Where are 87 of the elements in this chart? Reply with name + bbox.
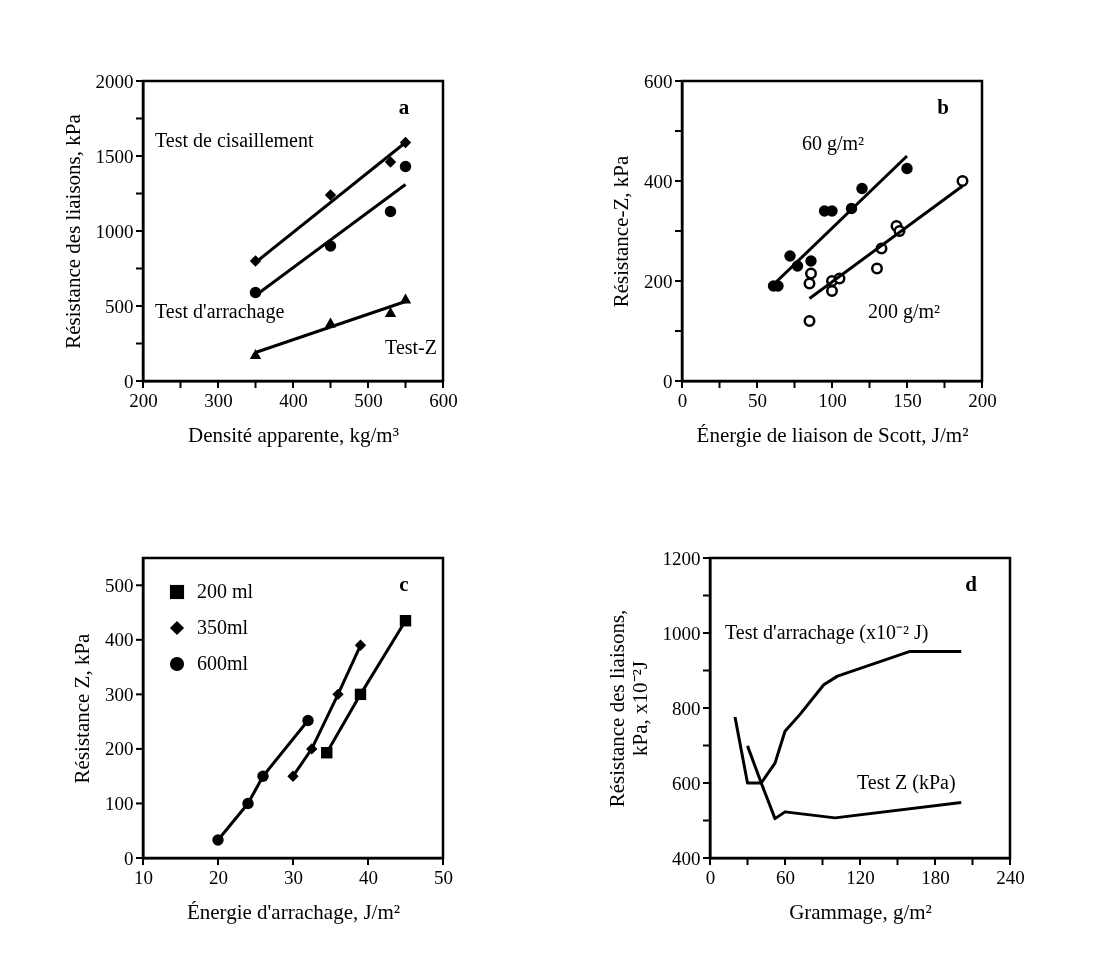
annotation: b [937,95,949,119]
legend-label: 600ml [197,652,249,674]
point [399,160,412,173]
point [306,743,318,755]
series-label: Test d'arrachage (x10⁻² J) [725,621,929,644]
x-tick-label: 500 [354,389,383,411]
y-tick-label: 2000 [95,70,134,92]
y-tick-label: 600 [644,70,673,92]
point [354,688,367,701]
x-axis-title: Grammage, g/m² [789,899,932,924]
y-tick-label: 200 [105,738,134,760]
series-label: 200 g/m² [868,300,941,323]
series-label: Test d'arrachage [155,300,285,323]
legend-label: 350ml [197,616,249,638]
y-axis-title: Résistance Z, kPa [70,632,94,784]
x-axis-title: Énergie d'arrachage, J/m² [186,899,401,924]
y-tick-label: 500 [105,574,134,596]
y-tick-label: 1200 [662,547,701,569]
x-axis-title: Densité apparente, kg/m³ [188,422,399,447]
annotation: c [399,572,409,596]
y-tick-label: 0 [124,847,134,869]
y-tick-label: 1000 [95,220,134,242]
annotation: d [965,572,978,596]
x-tick-label: 180 [921,866,950,888]
x-tick-label: 600 [429,389,458,411]
point [384,307,397,317]
point [354,639,367,651]
x-tick-label: 0 [705,866,716,888]
y-tick-label: 600 [672,772,701,794]
y-tick-label: 1500 [95,145,134,167]
y-tick-label: 1000 [662,622,701,644]
series-label: Test-Z [385,336,437,358]
point [805,267,817,280]
x-tick-label: 50 [434,866,453,888]
point [956,175,969,187]
point [242,797,254,810]
point [805,255,817,267]
y-tick-label: 300 [105,683,134,705]
y-axis-title: Résistance des liaisons, kPa [60,113,85,349]
point [803,277,816,290]
text: Test de cisaillement [155,129,314,151]
x-tick-label: 60 [776,866,795,888]
x-tick-label: 400 [279,389,308,411]
point [384,205,397,218]
y-tick-label: 400 [672,847,701,869]
x-tick-label: 50 [748,389,767,411]
point [212,834,224,846]
legend-label: 200 ml [197,580,254,602]
point [332,688,344,701]
point [384,156,397,168]
x-tick-label: 240 [996,866,1025,888]
point [287,770,299,782]
point [856,182,868,195]
y-axis-title: Résistance des liaisons, kPa, x10⁻²J [604,609,652,808]
point [826,285,838,297]
point [321,747,333,759]
y-tick-label: 800 [672,697,701,719]
point [249,349,262,359]
point [871,262,883,275]
y-tick-label: 200 [644,270,673,292]
x-axis-title: Énergie de liaison de Scott, J/m² [696,422,969,447]
y-axis-title: Résistance-Z, kPa [609,155,633,308]
y-tick-label: 400 [644,170,673,192]
annotation: a [398,95,410,119]
y-tick-label: 0 [124,370,134,392]
point [324,189,337,201]
y-tick-label: 500 [105,295,134,317]
y-tick-label: 0 [663,370,673,392]
x-tick-label: 20 [209,866,228,888]
point [803,315,816,327]
x-tick-label: 300 [204,389,233,411]
point [784,250,796,262]
x-tick-label: 150 [893,389,922,411]
point [302,714,314,727]
x-tick-label: 30 [284,866,303,888]
point [901,162,913,175]
series-label: 60 g/m² [802,132,865,155]
x-tick-label: 100 [818,389,847,411]
y-tick-label: 400 [105,629,134,651]
point [399,615,412,627]
point [257,770,269,782]
x-tick-label: 120 [846,866,875,888]
x-tick-label: 200 [968,389,997,411]
y-tick-label: 100 [105,792,134,814]
x-tick-label: 10 [134,866,153,888]
series-label: Test Z (kPa) [857,771,956,794]
x-tick-label: 40 [359,866,378,888]
